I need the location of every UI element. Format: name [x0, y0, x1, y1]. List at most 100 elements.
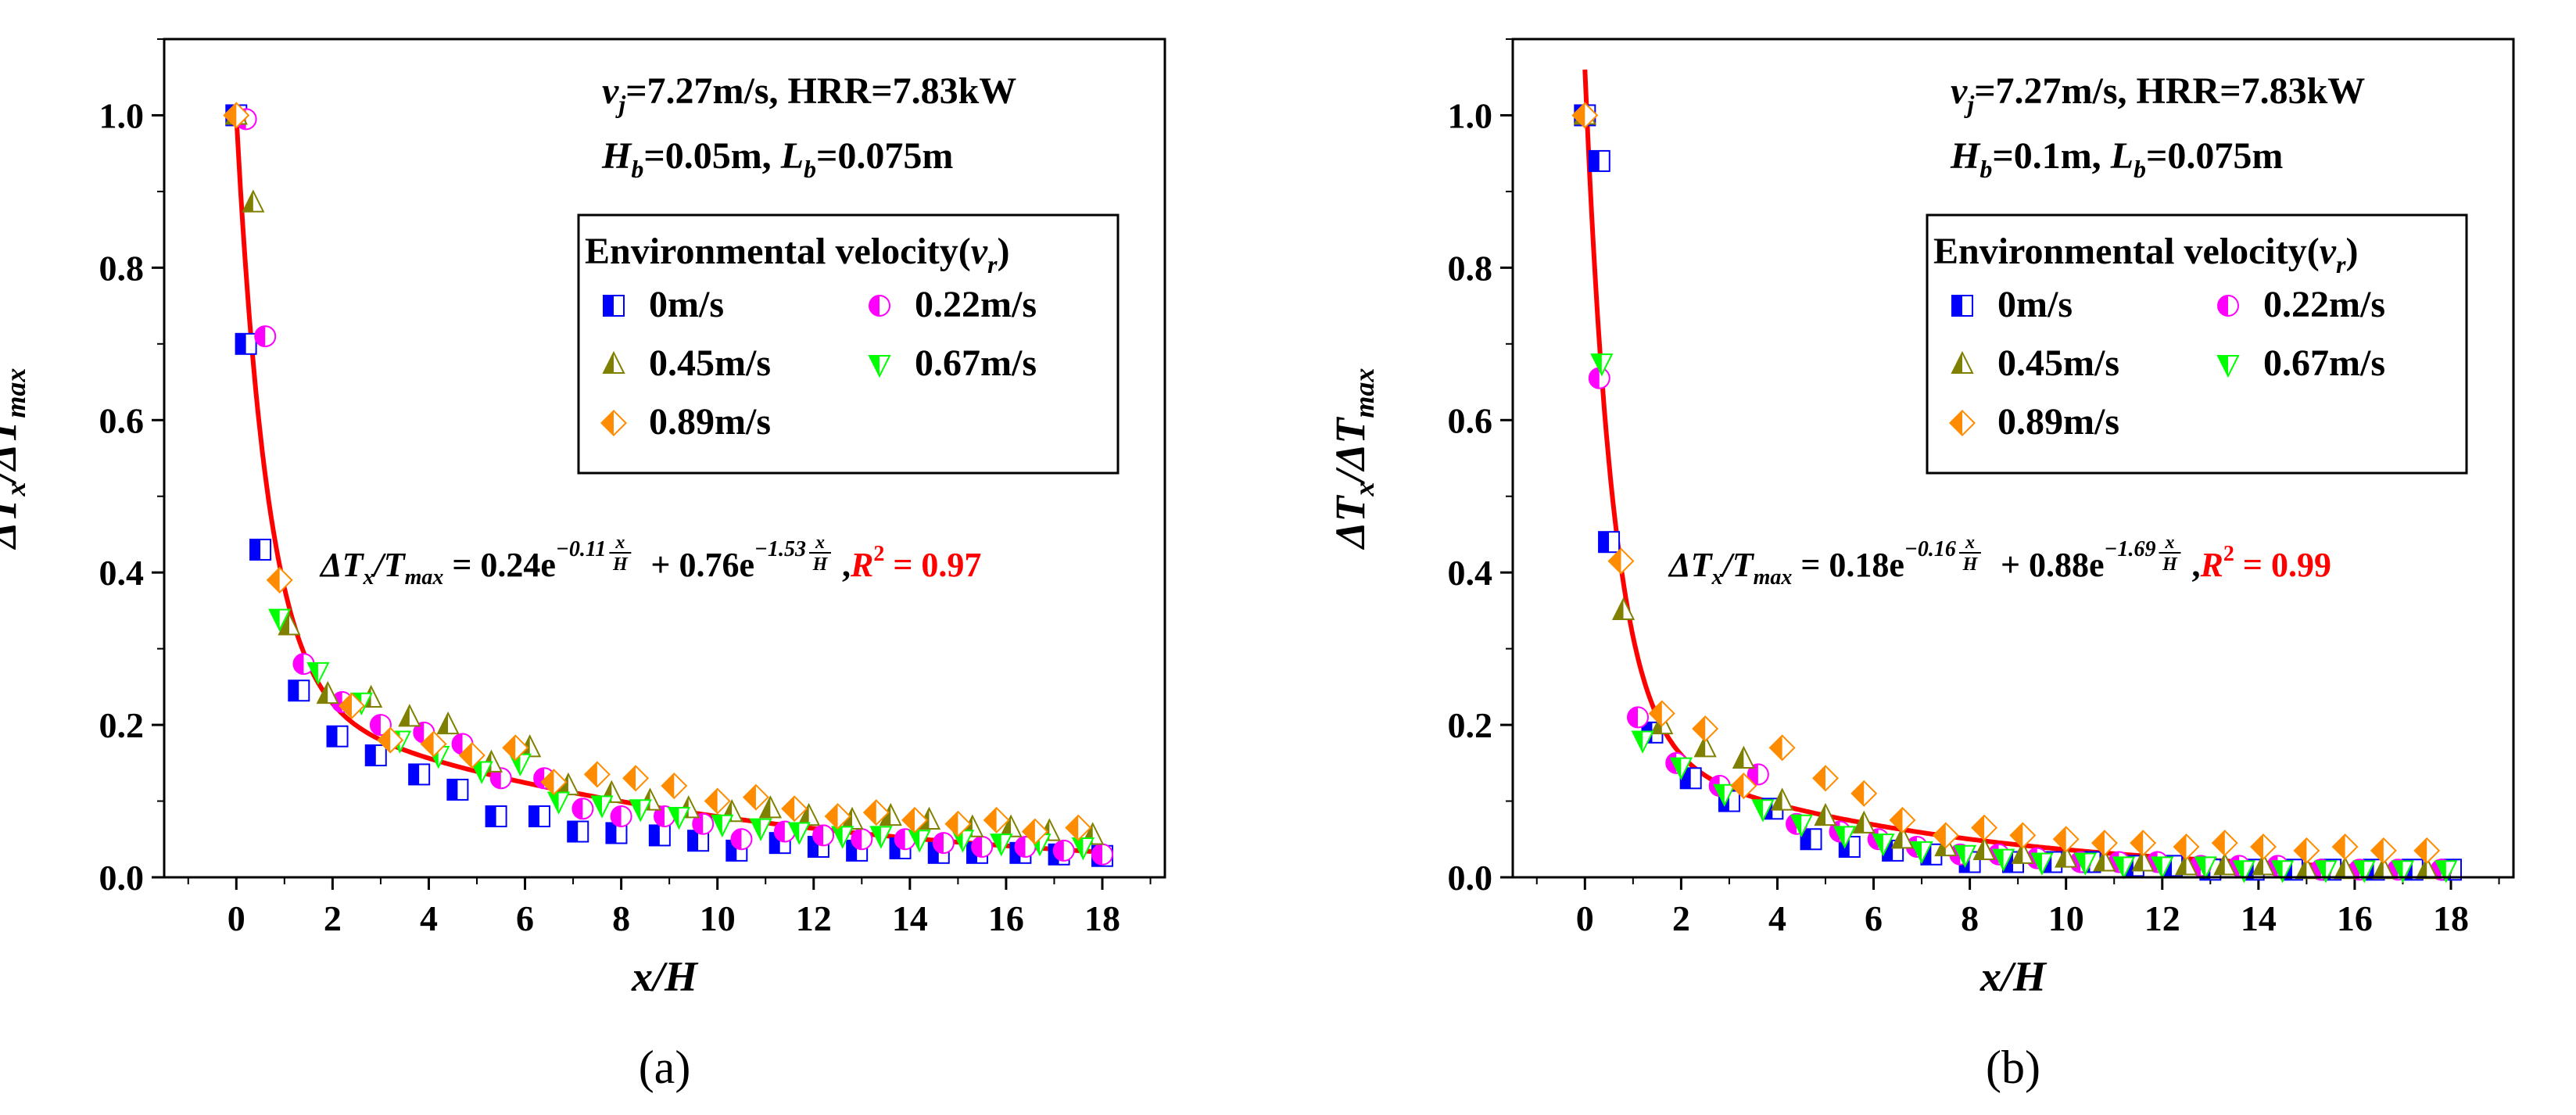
data-point-diamond	[1971, 814, 1998, 841]
data-point-diamond	[266, 566, 293, 593]
data-point-diamond	[2173, 834, 2200, 861]
data-point-triangle-down	[1669, 757, 1693, 780]
data-point-triangle-down	[2112, 856, 2136, 880]
x-tick-label: 10	[700, 898, 736, 938]
x-tick-label: 16	[988, 898, 1024, 938]
data-point-diamond	[1571, 102, 1599, 129]
y-tick-label: 1.0	[99, 95, 145, 135]
data-point-diamond	[2091, 830, 2118, 857]
data-point-square	[1588, 149, 1610, 172]
ticks-layer: 0 2 4 6 8 10 12 14 16 18 0.0 0.2 0.4 0.6 0.8 1.0	[1448, 38, 2500, 938]
exp-frac-num: x	[815, 532, 825, 553]
data-point-triangle-down	[1631, 730, 1654, 754]
data-point-triangle-down	[306, 661, 330, 686]
data-point-triangle-down	[1751, 799, 1775, 823]
y-tick-label: 0.6	[1448, 400, 1493, 440]
legend-marker-square	[1951, 295, 1973, 317]
x-tick-label: 4	[1768, 898, 1786, 938]
data-point-diamond	[824, 803, 851, 830]
legend-markers	[600, 295, 891, 437]
fit-equation: ΔTx/Tmax = 0.24e−0.11 + 0.76e−1.53 ,R2 = …	[319, 532, 981, 590]
data-point-diamond	[944, 810, 972, 837]
x-tick-label: 12	[796, 898, 832, 938]
y-tick-label: 0.0	[99, 858, 145, 898]
legend-label-045ms: 0.45m/s	[1997, 342, 2119, 384]
data-point-triangle-up	[316, 680, 339, 704]
data-point-triangle-up	[2131, 848, 2155, 872]
data-point-triangle-down	[1872, 834, 1895, 857]
data-point-triangle-down	[1713, 783, 1736, 807]
x-tick-label: 0	[1576, 898, 1594, 938]
data-point-diamond	[2293, 837, 2320, 864]
data-point-diamond	[704, 787, 731, 815]
data-point-circle	[812, 824, 835, 847]
data-point-circle	[489, 767, 512, 790]
data-point-circle	[654, 805, 675, 828]
x-tick-label: 10	[2048, 898, 2084, 938]
legend-marker-circle	[2217, 295, 2239, 317]
legend-label-045ms: 0.45m/s	[649, 342, 771, 384]
data-point-triangle-down	[470, 761, 493, 784]
svg-text:ΔTx/Tmax = 0.18e−0.16 + 0.88e−: ΔTx/Tmax = 0.18e−0.16 + 0.88e−1.69 ,R2 = …	[1668, 537, 2331, 590]
ticks-layer: 0 2 4 6 8 10 12 14 16 18 0.0 0.2 0.4 0.6 0.8 1.0	[99, 38, 1152, 938]
x-tick-label: 14	[2241, 898, 2277, 938]
y-axis-title: ΔTx/ΔTmax	[1327, 368, 1380, 550]
x-tick-label: 4	[420, 898, 438, 938]
data-point-square	[485, 805, 507, 828]
data-point-diamond	[377, 726, 404, 754]
data-point-triangle-up	[1814, 802, 1837, 826]
data-point-triangle-up	[242, 189, 265, 213]
exp-frac-num: x	[614, 532, 625, 553]
data-point-triangle-down	[749, 818, 772, 841]
plot-frame	[163, 38, 1166, 879]
data-point-circle	[1627, 706, 1649, 729]
data-point-circle	[730, 828, 753, 851]
data-point-diamond	[1730, 773, 1757, 800]
y-tick-label: 0.2	[1448, 705, 1493, 745]
legend-label-067ms: 0.67m/s	[2263, 342, 2385, 384]
data-point-circle	[692, 812, 715, 835]
legend-label-0ms: 0m/s	[649, 284, 724, 325]
data-point-diamond	[2211, 830, 2238, 857]
data-point-diamond	[502, 734, 529, 762]
x-tick-label: 6	[1865, 898, 1883, 938]
data-point-square	[364, 744, 387, 767]
data-point-diamond	[901, 806, 929, 834]
condition-line-2: Hb=0.1m, Lb=0.075m	[1950, 135, 2283, 183]
data-point-triangle-down	[2194, 856, 2217, 880]
legend-marker-triangle-down	[2216, 354, 2240, 378]
y-tick-label: 0.8	[99, 248, 145, 288]
data-point-triangle-down	[990, 834, 1013, 857]
data-point-square	[528, 805, 550, 828]
data-point-circle	[292, 653, 315, 676]
data-point-circle	[932, 832, 955, 855]
data-point-diamond	[661, 773, 688, 800]
data-point-circle	[1588, 367, 1610, 389]
data-point-triangle-down	[1992, 848, 2015, 872]
data-point-diamond	[2370, 837, 2397, 864]
data-point-triangle-up	[1770, 787, 1794, 811]
legend: Environmental velocity(vr) 0m/s 0.22m/s …	[577, 213, 1120, 475]
data-point-triangle-down	[831, 826, 854, 849]
plot-frame	[1511, 38, 2515, 879]
data-point-circle	[894, 828, 916, 851]
data-point-triangle-up	[2213, 852, 2237, 876]
condition-line-2: Hb=0.05m, Lb=0.075m	[601, 135, 953, 183]
data-point-triangle-down	[1833, 826, 1857, 849]
data-point-circle	[1747, 763, 1769, 786]
data-point-square	[567, 820, 589, 843]
legend-marker-diamond	[600, 409, 628, 437]
data-point-circle	[254, 325, 277, 348]
legend-label-067ms: 0.67m/s	[915, 342, 1037, 384]
x-axis-title: x/H	[631, 953, 699, 1000]
data-point-triangle-down	[268, 608, 292, 632]
data-point-triangle-up	[2055, 844, 2078, 868]
legend-box	[577, 213, 1120, 475]
data-point-triangle-down	[2073, 852, 2097, 876]
x-tick-label: 14	[892, 898, 928, 938]
data-point-diamond	[1692, 715, 1719, 742]
data-point-diamond	[2009, 822, 2037, 849]
data-point-square	[288, 679, 310, 702]
